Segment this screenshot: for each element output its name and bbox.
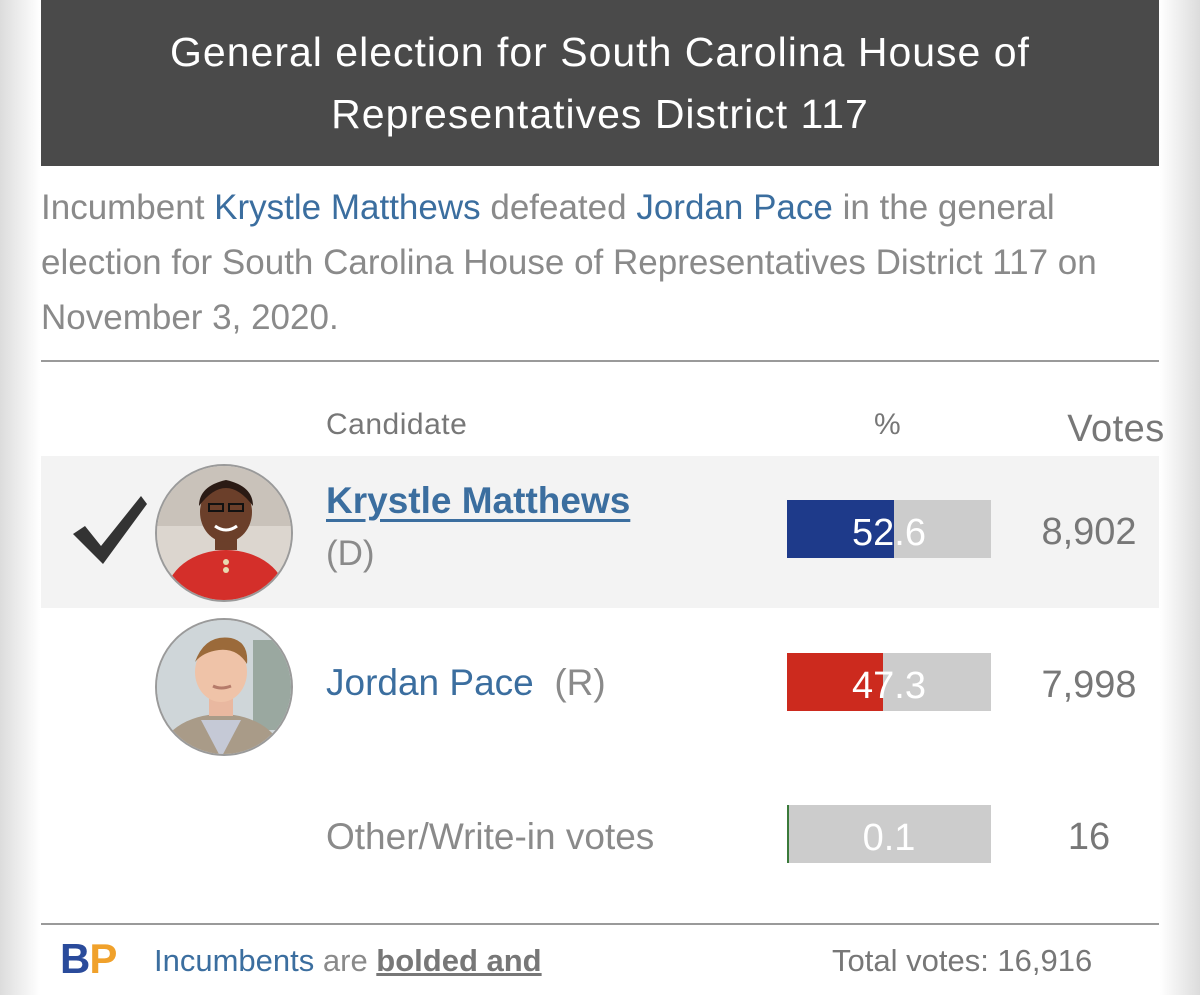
- candidate-cell: Jordan Pace (R): [326, 662, 606, 704]
- summary-middle: defeated: [480, 188, 637, 227]
- footer-note: Incumbents are bolded and: [154, 943, 542, 979]
- percent-label: 47.3: [852, 664, 926, 707]
- percent-bar: 0.1: [787, 805, 991, 863]
- candidate-name: Other/Write-in votes: [326, 816, 655, 857]
- column-header-votes: Votes: [1067, 408, 1165, 450]
- candidate-party: (R): [554, 662, 606, 703]
- ballotpedia-logo: BP: [60, 935, 117, 983]
- summary-winner-link[interactable]: Krystle Matthews: [214, 188, 481, 227]
- check-icon: [73, 496, 147, 564]
- table-row-winner: Krystle Matthews (D) 52.6 8,902: [41, 456, 1159, 608]
- candidate-name-link[interactable]: Jordan Pace: [326, 662, 534, 703]
- divider: [41, 923, 1159, 925]
- page-title: General election for South Carolina Hous…: [170, 29, 1030, 137]
- vote-count: 8,902: [1041, 511, 1137, 553]
- table-row: Other/Write-in votes 0.1 16: [41, 764, 1159, 914]
- percent-bar-fill: [787, 805, 789, 863]
- footer-note-bold: bolded and: [376, 943, 542, 978]
- incumbents-link[interactable]: Incumbents: [154, 943, 315, 978]
- candidate-name-link[interactable]: Krystle Matthews: [326, 480, 631, 521]
- table-row: Jordan Pace (R) 47.3 7,998: [41, 612, 1159, 762]
- name-separator: [544, 662, 554, 703]
- election-title-banner: General election for South Carolina Hous…: [41, 0, 1159, 166]
- election-summary: Incumbent Krystle Matthews defeated Jord…: [41, 180, 1159, 345]
- page-edge-left: [0, 0, 40, 995]
- percent-label: 52.6: [852, 511, 926, 554]
- summary-loser-link[interactable]: Jordan Pace: [636, 188, 833, 227]
- percent-bar: 47.3: [787, 653, 991, 711]
- percent-bar-fill: [787, 653, 884, 711]
- logo-letter-p: P: [89, 935, 117, 982]
- column-header-candidate: Candidate: [326, 408, 468, 441]
- candidate-cell: Krystle Matthews (D): [326, 480, 630, 574]
- avatar: [155, 618, 293, 756]
- percent-bar: 52.6: [787, 500, 991, 558]
- footer-note-text: are: [314, 943, 377, 978]
- page-edge-right: [1160, 0, 1200, 995]
- logo-letter-b: B: [60, 935, 90, 982]
- vote-count: 16: [1067, 816, 1111, 858]
- summary-suffix: in the general election for South Caroli…: [41, 188, 1097, 337]
- percent-label: 0.1: [862, 816, 916, 859]
- divider: [41, 360, 1159, 362]
- vote-count: 7,998: [1041, 664, 1137, 706]
- candidate-party: (D): [326, 534, 375, 573]
- column-header-percent: %: [874, 408, 902, 441]
- avatar: [155, 464, 293, 602]
- summary-prefix: Incumbent: [41, 188, 215, 227]
- percent-bar-fill: [787, 500, 895, 558]
- candidate-cell: Other/Write-in votes: [326, 816, 654, 858]
- total-votes: Total votes: 16,916: [832, 943, 1093, 978]
